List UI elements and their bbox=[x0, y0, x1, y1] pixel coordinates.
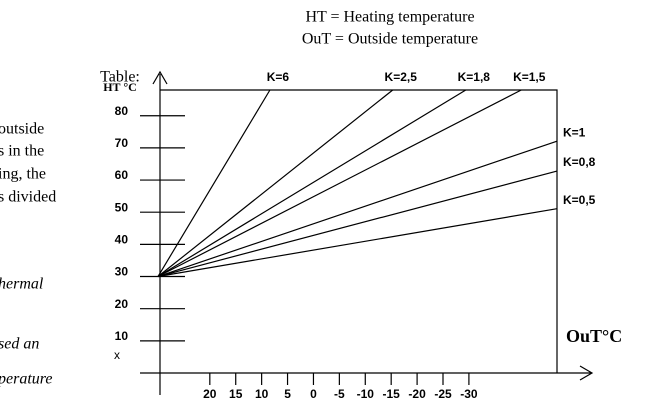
x-tick-label: 5 bbox=[284, 387, 291, 401]
legend-label: K=0,5 bbox=[563, 193, 596, 207]
curve bbox=[157, 89, 467, 278]
y-tick-label: 20 bbox=[115, 297, 129, 311]
text-fragment: perature bbox=[0, 371, 53, 388]
x-tick-label: -5 bbox=[334, 387, 345, 401]
legend-label: K=2,5 bbox=[385, 70, 418, 84]
x-tick-label: 15 bbox=[229, 387, 243, 401]
x-marker: x bbox=[114, 348, 120, 362]
legend-label: K=1 bbox=[563, 125, 586, 139]
text-fragment: outside bbox=[0, 121, 44, 138]
y-tick-label: 40 bbox=[115, 233, 129, 247]
y-axis bbox=[152, 70, 168, 395]
legend-label: K=0,8 bbox=[563, 155, 596, 169]
table-label: Table: bbox=[100, 69, 140, 86]
curve bbox=[157, 89, 522, 278]
x-axis-label: OuT°C bbox=[566, 326, 622, 346]
x-tick-label: -15 bbox=[383, 387, 401, 401]
legend-label: K=1,5 bbox=[513, 70, 546, 84]
y-tick-label: 50 bbox=[115, 200, 129, 214]
curve bbox=[157, 89, 271, 277]
y-axis-label: HT °C bbox=[103, 80, 137, 94]
chart-subtitle: OuT = Outside temperature bbox=[302, 31, 478, 48]
text-fragment: s divided bbox=[0, 189, 56, 206]
legend-label: K=1,8 bbox=[458, 70, 491, 84]
curve bbox=[157, 208, 558, 278]
x-tick-label: 20 bbox=[203, 387, 217, 401]
x-tick-label: -10 bbox=[357, 387, 375, 401]
x-tick-label: -25 bbox=[434, 387, 452, 401]
y-tick-label: 60 bbox=[115, 168, 129, 182]
y-tick-label: 70 bbox=[115, 136, 129, 150]
text-fragment: s in the bbox=[0, 143, 44, 160]
x-tick-label: 0 bbox=[310, 387, 317, 401]
y-tick-label: 30 bbox=[115, 265, 129, 279]
legend-label: K=6 bbox=[267, 70, 290, 84]
curve bbox=[157, 89, 394, 277]
x-tick-label: -30 bbox=[460, 387, 478, 401]
y-tick-label: 80 bbox=[115, 104, 129, 118]
chart-title: HT = Heating temperature bbox=[305, 9, 474, 26]
x-tick-label: -20 bbox=[408, 387, 426, 401]
text-fragment: hermal bbox=[0, 276, 44, 293]
y-tick-label: 10 bbox=[115, 329, 129, 343]
text-fragment: sed an bbox=[0, 336, 39, 353]
x-tick-label: 10 bbox=[255, 387, 269, 401]
x-axis bbox=[140, 365, 594, 381]
text-fragment: ing, the bbox=[0, 166, 46, 183]
curve bbox=[157, 170, 558, 278]
curve bbox=[157, 140, 558, 278]
frame bbox=[160, 89, 558, 373]
